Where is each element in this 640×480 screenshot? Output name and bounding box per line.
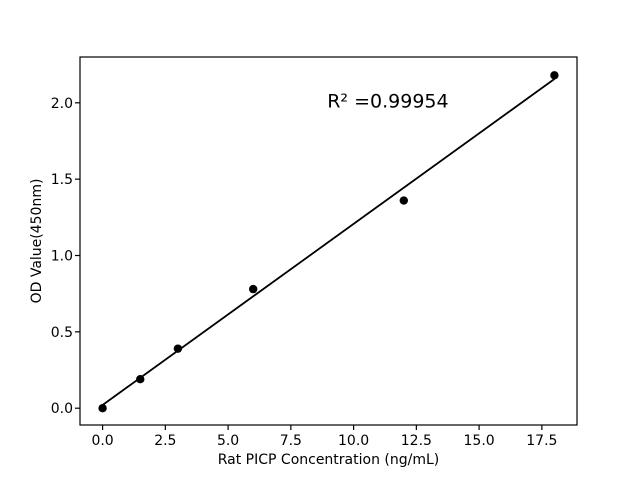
y-tick-label: 2.0 bbox=[51, 96, 73, 112]
r-squared-annotation: R² =0.99954 bbox=[327, 90, 448, 112]
y-tick-label: 1.5 bbox=[51, 172, 73, 188]
x-axis-label: Rat PICP Concentration (ng/mL) bbox=[218, 452, 440, 468]
data-point bbox=[550, 71, 559, 80]
data-point bbox=[173, 344, 183, 353]
data-points bbox=[98, 71, 559, 413]
x-axis-ticks: 0.0 2.5 5.0 7.5 10.0 12.5 15.0 17.5 bbox=[91, 425, 557, 449]
x-tick-label: 15.0 bbox=[464, 433, 495, 449]
y-axis-ticks: 0.0 0.5 1.0 1.5 2.0 bbox=[51, 96, 80, 417]
x-tick-label: 12.5 bbox=[401, 433, 432, 449]
y-tick-label: 0.0 bbox=[51, 401, 73, 417]
x-tick-label: 17.5 bbox=[526, 433, 557, 449]
x-tick-label: 5.0 bbox=[217, 433, 239, 449]
x-tick-label: 10.0 bbox=[338, 433, 369, 449]
x-tick-label: 0.0 bbox=[91, 433, 113, 449]
data-point bbox=[248, 284, 258, 294]
data-point bbox=[399, 196, 409, 205]
x-tick-label: 7.5 bbox=[280, 433, 302, 449]
x-tick-label: 2.5 bbox=[154, 433, 176, 449]
y-tick-label: 1.0 bbox=[51, 249, 73, 265]
fit-line bbox=[102, 78, 555, 406]
y-tick-label: 0.5 bbox=[51, 325, 73, 341]
plot-area-border bbox=[79, 56, 578, 426]
data-point bbox=[98, 404, 107, 413]
y-axis-label: OD Value(450nm) bbox=[29, 179, 45, 304]
data-point bbox=[136, 374, 145, 384]
